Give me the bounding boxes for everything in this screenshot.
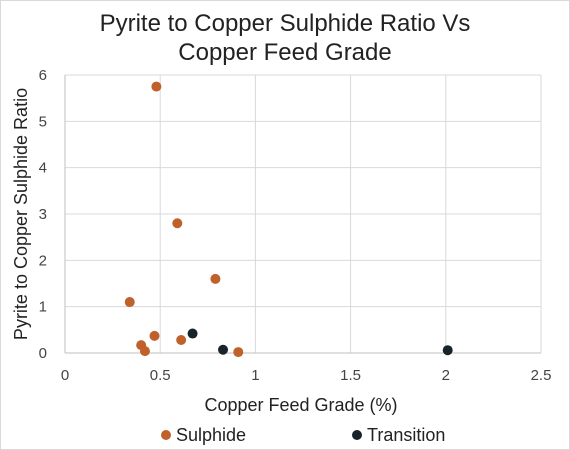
y-tick-label: 2: [39, 252, 47, 269]
x-tick-label: 2.5: [531, 367, 552, 384]
legend: Sulphide Transition: [161, 425, 445, 445]
sulphide-point: [124, 297, 135, 308]
y-tick-label: 4: [39, 160, 47, 177]
transition-point: [187, 328, 198, 339]
sulphide-point: [149, 330, 160, 341]
y-tick-label: 3: [39, 206, 47, 223]
sulphide-point: [172, 218, 183, 229]
transition-point: [218, 344, 229, 355]
y-tick-label: 1: [39, 299, 47, 316]
sulphide-point: [233, 347, 244, 358]
x-tick-label: 2: [442, 367, 450, 384]
x-axis-title: Copper Feed Grade (%): [204, 395, 397, 415]
transition-legend-label: Transition: [367, 425, 445, 445]
x-tick-label: 0.5: [150, 367, 171, 384]
y-tick-label: 6: [39, 67, 47, 84]
tick-labels: 0 0.5 1 1.5 2 2.5 0 1 2 3 4 5 6: [39, 67, 552, 384]
chart-title-line-1: Pyrite to Copper Sulphide Ratio Vs: [100, 10, 471, 37]
sulphide-point: [210, 273, 221, 284]
x-tick-label: 0: [61, 367, 69, 384]
data-points: [124, 81, 453, 358]
y-axis-title: Pyrite to Copper Sulphide Ratio: [11, 88, 31, 340]
chart-title-line-2: Copper Feed Grade: [178, 39, 391, 66]
grid-lines: [65, 74, 542, 353]
sulphide-point: [176, 335, 187, 346]
transition-legend-marker: [352, 430, 362, 440]
transition-point: [442, 345, 453, 356]
sulphide-legend-marker: [161, 430, 171, 440]
sulphide-point: [139, 346, 150, 357]
sulphide-legend-label: Sulphide: [176, 425, 246, 445]
x-tick-label: 1: [251, 367, 259, 384]
sulphide-point: [151, 81, 162, 92]
y-tick-label: 5: [39, 113, 47, 130]
x-tick-label: 1.5: [340, 367, 361, 384]
y-tick-label: 0: [39, 345, 47, 362]
